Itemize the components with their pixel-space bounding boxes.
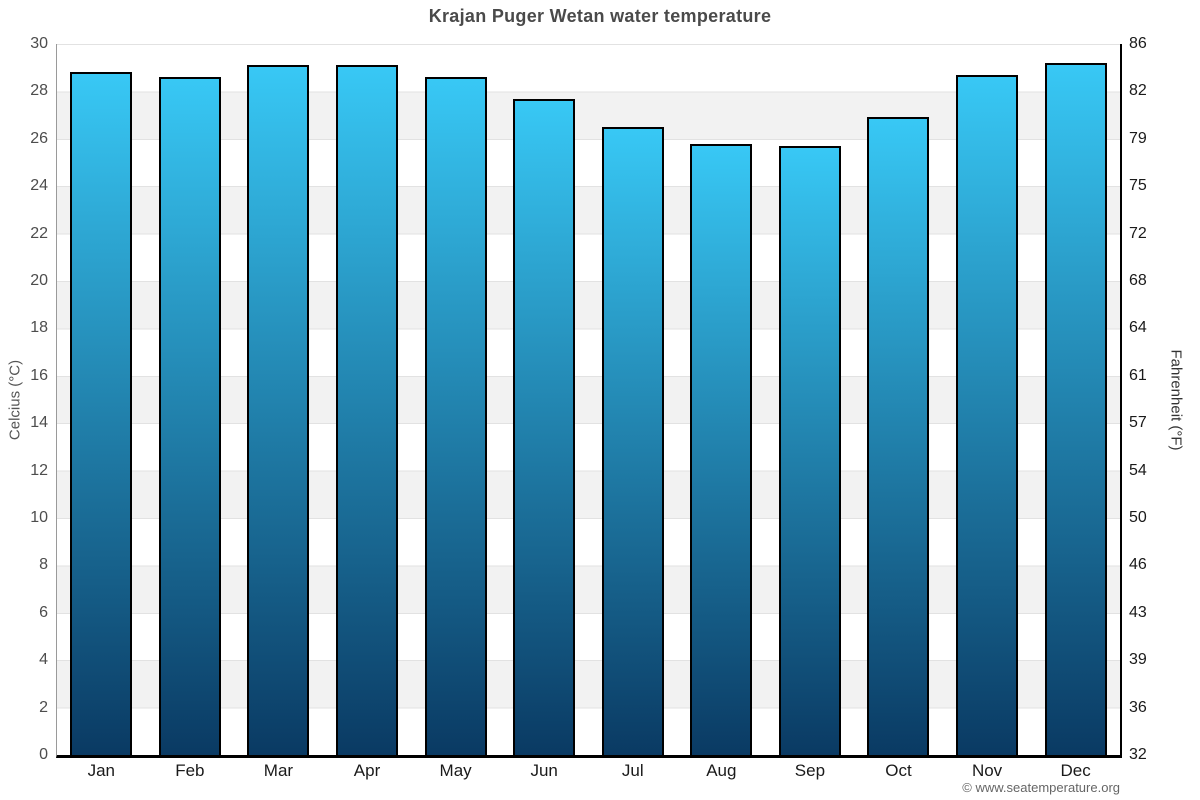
fahrenheit-tick-39: 39	[1129, 651, 1147, 669]
fahrenheit-tick-57: 57	[1129, 414, 1147, 432]
celsius-tick-24: 24	[30, 177, 48, 195]
fahrenheit-tick-50: 50	[1129, 509, 1147, 526]
celsius-tick-26: 26	[30, 129, 48, 147]
month-label-may: May	[439, 761, 472, 780]
bar-slot-apr	[323, 44, 412, 755]
fahrenheit-tick-79: 79	[1129, 129, 1147, 147]
fahrenheit-tick-54: 54	[1129, 461, 1147, 479]
bar-slot-sep	[766, 44, 855, 755]
fahrenheit-tick-82: 82	[1129, 82, 1147, 100]
month-label-jan: Jan	[87, 761, 115, 780]
bar-jul[interactable]	[601, 126, 664, 755]
bar-slot-oct	[854, 44, 943, 755]
celsius-tick-28: 28	[30, 82, 48, 100]
fahrenheit-axis-title: Fahrenheit (°F)	[1167, 349, 1185, 451]
bar-feb[interactable]	[158, 77, 221, 755]
month-label-mar: Mar	[263, 761, 294, 780]
fahrenheit-tick-86: 86	[1129, 35, 1147, 52]
bar-aug[interactable]	[690, 143, 753, 755]
month-label-oct: Oct	[885, 761, 912, 780]
fahrenheit-tick-61: 61	[1129, 366, 1147, 384]
copyright-link[interactable]: © www.seatemperature.org	[962, 780, 1120, 795]
bar-slot-mar	[234, 44, 323, 755]
bar-jun[interactable]	[513, 98, 576, 755]
bar-slot-aug	[677, 44, 766, 755]
bar-sep[interactable]	[778, 145, 841, 755]
celsius-tick-0: 0	[39, 746, 48, 763]
bar-slot-nov	[943, 44, 1032, 755]
x-axis: Jan Feb Mar Apr May Jun Jul Aug Sep Oct Nov Dec	[57, 761, 1120, 781]
month-label-dec: Dec	[1060, 761, 1091, 780]
fahrenheit-tick-32: 32	[1129, 746, 1147, 763]
bar-may[interactable]	[424, 77, 487, 755]
bar-slot-jan	[57, 44, 146, 755]
month-label-nov: Nov	[971, 761, 1003, 780]
fahrenheit-tick-72: 72	[1129, 224, 1147, 242]
bar-dec[interactable]	[1044, 62, 1107, 755]
fahrenheit-tick-46: 46	[1129, 556, 1147, 574]
celsius-tick-6: 6	[39, 603, 48, 621]
chart-title: Krajan Puger Wetan water temperature	[428, 6, 772, 26]
fahrenheit-tick-75: 75	[1129, 177, 1147, 195]
month-label-jul: Jul	[621, 761, 644, 780]
celsius-tick-30: 30	[30, 35, 48, 52]
celsius-tick-2: 2	[39, 698, 48, 716]
celsius-tick-4: 4	[39, 651, 48, 669]
plot-area	[56, 44, 1122, 758]
bar-oct[interactable]	[867, 117, 930, 755]
bar-nov[interactable]	[956, 74, 1019, 755]
fahrenheit-tick-64: 64	[1129, 319, 1147, 337]
bar-slot-may	[411, 44, 500, 755]
fahrenheit-tick-36: 36	[1129, 698, 1147, 716]
celsius-tick-10: 10	[30, 509, 48, 526]
celsius-tick-12: 12	[30, 461, 48, 479]
month-label-sep: Sep	[794, 761, 826, 780]
celsius-tick-8: 8	[39, 556, 48, 574]
bar-slot-jun	[500, 44, 589, 755]
bar-series	[57, 44, 1120, 755]
month-label-apr: Apr	[353, 761, 381, 780]
fahrenheit-tick-68: 68	[1129, 272, 1147, 289]
celsius-tick-20: 20	[30, 272, 48, 289]
fahrenheit-tick-43: 43	[1129, 603, 1147, 621]
bar-slot-jul	[588, 44, 677, 755]
month-label-feb: Feb	[175, 761, 205, 780]
bar-jan[interactable]	[70, 72, 133, 755]
celsius-tick-22: 22	[30, 224, 48, 242]
month-label-aug: Aug	[706, 761, 737, 780]
bar-slot-feb	[146, 44, 235, 755]
celsius-tick-14: 14	[30, 414, 48, 432]
bar-apr[interactable]	[336, 65, 399, 755]
bar-mar[interactable]	[247, 65, 310, 755]
month-label-jun: Jun	[530, 761, 558, 780]
bar-slot-dec	[1031, 44, 1120, 755]
celsius-tick-16: 16	[30, 366, 48, 384]
celsius-tick-18: 18	[30, 319, 48, 337]
